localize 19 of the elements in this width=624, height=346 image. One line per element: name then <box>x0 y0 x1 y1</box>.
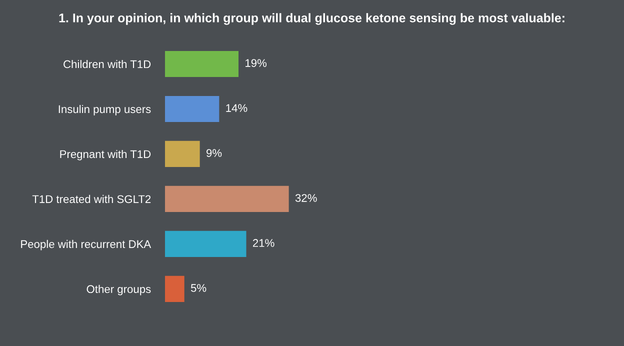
y-tick-label: Other groups <box>86 284 151 296</box>
data-label: 14% <box>226 104 248 112</box>
bar <box>165 50 239 78</box>
data-label: 19% <box>246 59 267 67</box>
y-tick-label: Pregnant with T1D <box>60 150 151 160</box>
data-label: 5% <box>190 284 206 292</box>
y-tick-label: T1D treated with SGLT2 <box>32 194 151 204</box>
y-tick-label: Children with T1D <box>64 60 151 68</box>
bar <box>165 230 246 257</box>
y-tick-label: Insulin pump users <box>58 104 151 116</box>
data-label: 9% <box>206 149 222 157</box>
chart-title: 1. In your opinion, in which group will dual glucose ketone sensing be most valuable: <box>59 13 564 25</box>
y-tick-label: People with recurrent DKA <box>21 240 152 250</box>
bar <box>165 96 220 122</box>
data-label: 21% <box>252 239 274 247</box>
bar <box>165 186 289 212</box>
data-label: 32% <box>295 194 317 202</box>
bar <box>165 276 184 302</box>
bar <box>165 140 200 168</box>
